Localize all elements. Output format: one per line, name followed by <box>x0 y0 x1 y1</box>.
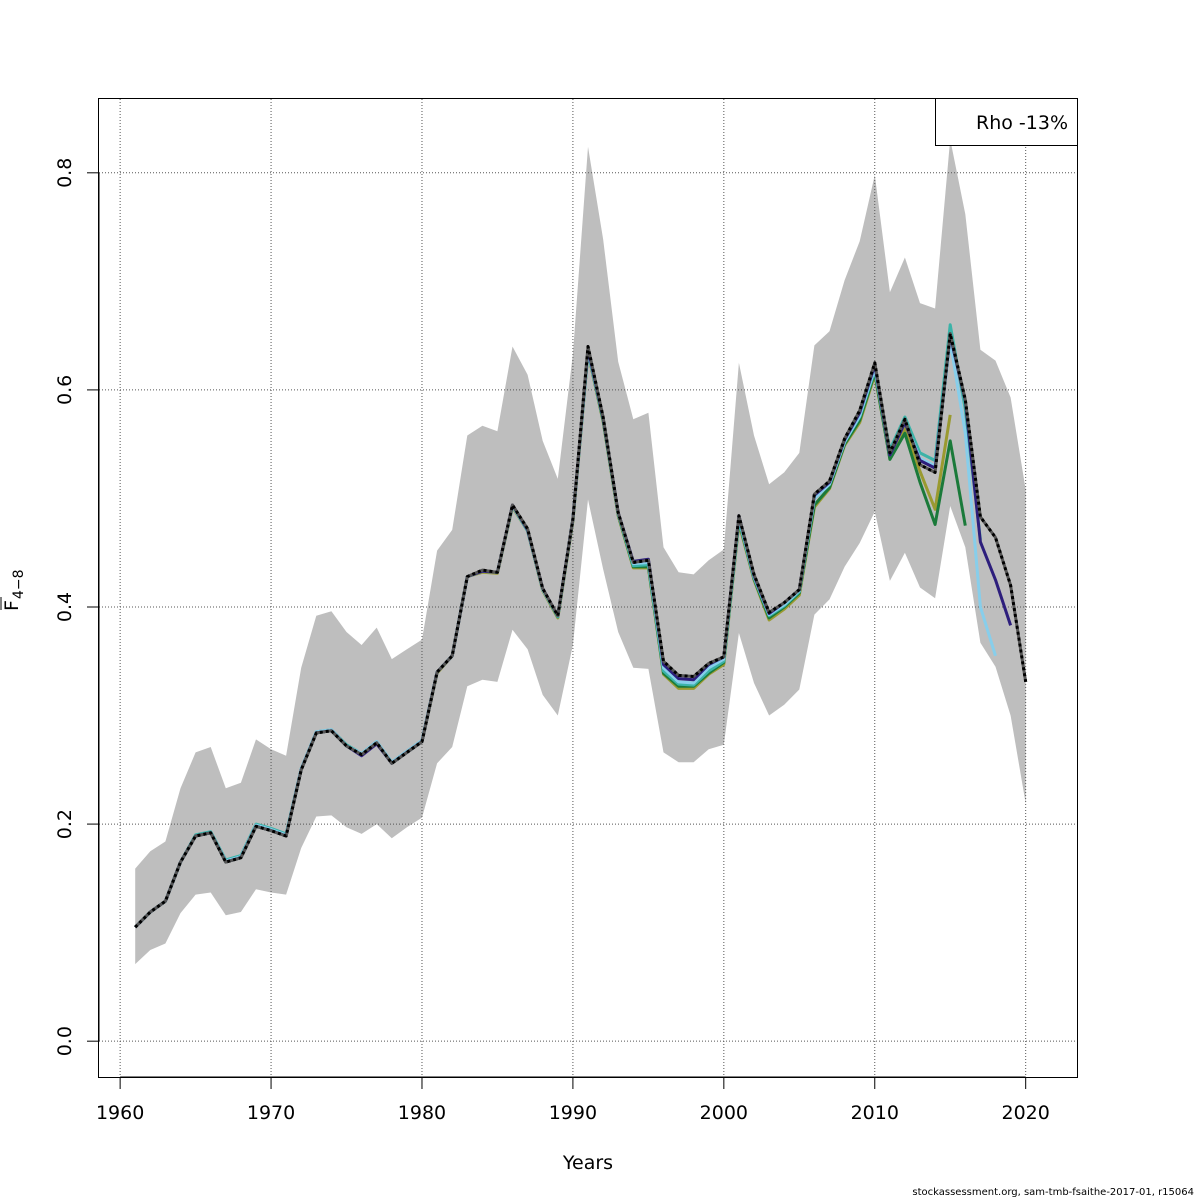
x-tick-label: 1990 <box>549 1102 597 1124</box>
legend-text: Rho -13% <box>976 112 1068 134</box>
y-axis-title-sub: 4−8 <box>11 569 27 599</box>
series-layer <box>134 323 1028 929</box>
confidence-band-layer <box>135 139 1026 965</box>
y-tick-label: 0.6 <box>54 375 76 405</box>
x-axis-title: Years <box>562 1152 613 1174</box>
x-tick-label: 2000 <box>700 1102 748 1124</box>
series-line-base <box>134 332 1028 929</box>
legend-box <box>935 98 1078 146</box>
y-tick-label: 0.0 <box>54 1026 76 1056</box>
x-tick-label: 1970 <box>247 1102 295 1124</box>
x-tick-label: 1960 <box>96 1102 144 1124</box>
legend: Rho -13% <box>935 98 1078 146</box>
x-axis: 1960 1970 1980 1990 2000 2010 2020 <box>96 1076 1050 1124</box>
footer-credit: stockassessment.org, sam-tmb-fsaithe-201… <box>912 1187 1194 1198</box>
confidence-band <box>135 139 1026 965</box>
x-tick-label: 2020 <box>1002 1102 1050 1124</box>
x-tick-label: 1980 <box>398 1102 446 1124</box>
y-tick-label: 0.8 <box>54 158 76 188</box>
grid-layer <box>99 99 1077 1077</box>
x-tick-label: 2010 <box>851 1102 899 1124</box>
y-axis: 0.0 0.2 0.4 0.6 0.8 <box>54 158 100 1056</box>
y-axis-title-main: F <box>1 600 23 611</box>
y-axis-title: F 4−8 <box>0 569 27 611</box>
y-tick-label: 0.2 <box>54 809 76 839</box>
y-tick-label: 0.4 <box>54 592 76 622</box>
